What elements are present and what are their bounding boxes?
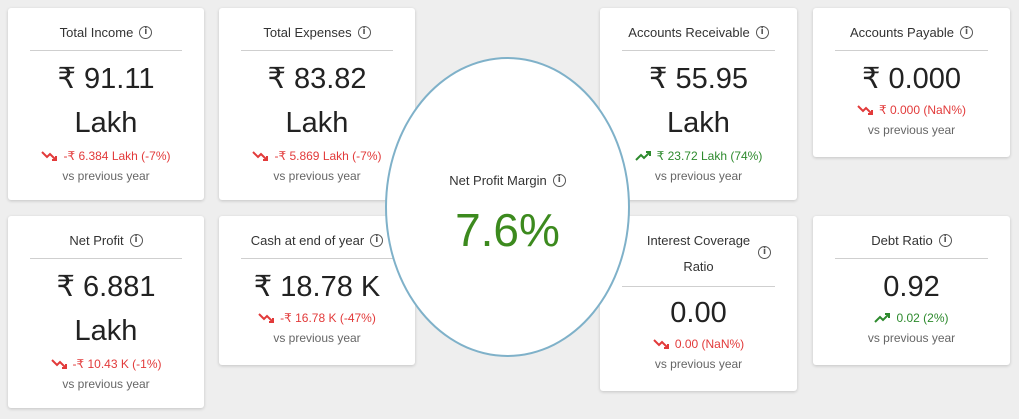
trend-up-icon (634, 150, 653, 162)
trend-down-icon (41, 150, 59, 162)
comparison-label: vs previous year (867, 331, 956, 345)
change-indicator: ₹ 0.000 (NaN%) (813, 103, 1010, 117)
card-title: Cash at end of year (250, 232, 365, 248)
cash-end-of-year-card: Cash at end of year i ₹ 18.78 K -₹ 16.78… (219, 216, 415, 365)
net-profit-margin-circle: Net Profit Margin i 7.6% (385, 57, 630, 357)
total-expenses-card: Total Expenses i ₹ 83.82 Lakh -₹ 5.869 L… (219, 8, 415, 200)
divider (30, 258, 182, 259)
change-indicator: -₹ 10.43 K (-1%) (8, 357, 204, 371)
divider (622, 50, 775, 51)
info-icon[interactable]: i (758, 246, 771, 259)
trend-up-icon (874, 312, 892, 324)
card-value: ₹ 55.95 Lakh (648, 63, 749, 139)
info-icon[interactable]: i (139, 25, 153, 39)
card-value: ₹ 6.881 Lakh (56, 271, 156, 347)
divider (30, 50, 182, 51)
info-icon[interactable]: i (552, 174, 566, 187)
trend-down-icon (653, 338, 671, 350)
info-icon[interactable]: i (938, 233, 952, 247)
comparison-label: vs previous year (867, 123, 956, 137)
card-value: ₹ 0.000 (861, 63, 962, 95)
card-title: Net Profit (69, 232, 124, 248)
info-icon[interactable]: i (357, 25, 371, 39)
divider (241, 258, 393, 259)
change-indicator: -₹ 16.78 K (-47%) (219, 311, 415, 325)
card-title: Total Income (59, 24, 134, 40)
card-value: 0.00 (670, 297, 727, 329)
debt-ratio-card: Debt Ratio i 0.92 0.02 (2%) vs previous … (813, 216, 1010, 365)
comparison-label: vs previous year (273, 331, 361, 345)
comparison-label: vs previous year (654, 169, 743, 183)
interest-coverage-ratio-card: Interest Coverage Ratio i 0.00 0.00 (NaN… (600, 216, 797, 391)
card-value: ₹ 91.11 Lakh (57, 63, 155, 139)
comparison-label: vs previous year (62, 169, 150, 183)
net-profit-margin-value: 7.6% (455, 204, 560, 256)
card-title: Total Expenses (263, 24, 352, 40)
trend-down-icon (50, 358, 69, 370)
net-profit-margin-title: Net Profit Margin (449, 173, 547, 188)
info-icon[interactable]: i (755, 25, 769, 39)
comparison-label: vs previous year (62, 377, 150, 391)
card-title: Debt Ratio (871, 232, 933, 248)
card-title: Accounts Payable (849, 24, 955, 40)
card-value: 0.92 (883, 271, 940, 303)
divider (835, 50, 988, 51)
divider (622, 286, 775, 287)
accounts-payable-card: Accounts Payable i ₹ 0.000 ₹ 0.000 (NaN%… (813, 8, 1010, 157)
trend-down-icon (258, 312, 276, 324)
change-indicator: -₹ 5.869 Lakh (-7%) (219, 149, 415, 163)
info-icon[interactable]: i (129, 233, 143, 247)
info-icon[interactable]: i (960, 25, 974, 39)
info-icon[interactable]: i (370, 233, 384, 247)
trend-down-icon (252, 150, 270, 162)
change-indicator: 0.00 (NaN%) (600, 337, 797, 351)
divider (241, 50, 393, 51)
total-income-card: Total Income i ₹ 91.11 Lakh -₹ 6.384 Lak… (8, 8, 204, 200)
comparison-label: vs previous year (273, 169, 361, 183)
change-indicator: 0.02 (2%) (813, 311, 1010, 325)
trend-down-icon (857, 104, 875, 116)
card-title: Interest Coverage Ratio i (600, 216, 797, 280)
accounts-receivable-card: Accounts Receivable i ₹ 55.95 Lakh ₹ 23.… (600, 8, 797, 200)
change-indicator: ₹ 23.72 Lakh (74%) (600, 149, 797, 163)
divider (835, 258, 988, 259)
change-indicator: -₹ 6.384 Lakh (-7%) (8, 149, 204, 163)
card-title: Accounts Receivable (628, 24, 750, 40)
comparison-label: vs previous year (654, 357, 743, 371)
net-profit-card: Net Profit i ₹ 6.881 Lakh -₹ 10.43 K (-1… (8, 216, 204, 408)
card-value: ₹ 18.78 K (253, 271, 381, 303)
card-value: ₹ 83.82 Lakh (267, 63, 367, 139)
